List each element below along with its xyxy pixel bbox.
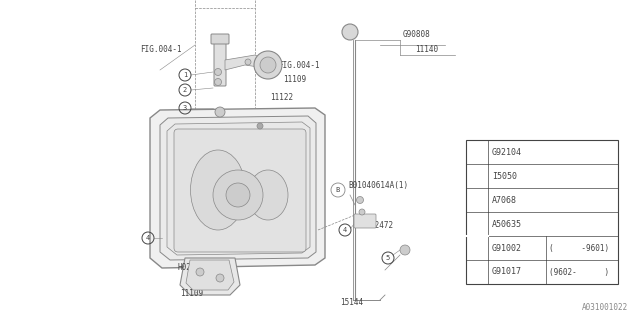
Polygon shape	[150, 108, 325, 268]
Text: 1: 1	[183, 72, 187, 78]
Text: 5: 5	[386, 255, 390, 261]
Text: 11122: 11122	[270, 93, 293, 102]
Text: A031001022: A031001022	[582, 303, 628, 312]
Text: H02001: H02001	[177, 263, 205, 272]
Polygon shape	[167, 122, 310, 255]
Circle shape	[214, 78, 221, 85]
Text: 22472: 22472	[370, 221, 393, 230]
Polygon shape	[225, 55, 270, 70]
FancyBboxPatch shape	[174, 129, 306, 252]
Text: A7068: A7068	[492, 196, 517, 204]
Circle shape	[214, 68, 221, 76]
Text: G91017: G91017	[492, 268, 522, 276]
Text: 4: 4	[146, 235, 150, 241]
Circle shape	[215, 107, 225, 117]
Text: 1: 1	[475, 148, 479, 156]
Text: 11109: 11109	[180, 289, 203, 298]
Text: G92104: G92104	[492, 148, 522, 156]
Text: 2: 2	[183, 87, 187, 93]
Polygon shape	[160, 116, 316, 260]
Text: A50635: A50635	[492, 220, 522, 228]
Circle shape	[254, 51, 282, 79]
Text: 15144: 15144	[340, 298, 363, 307]
Text: 4: 4	[475, 220, 479, 228]
FancyBboxPatch shape	[354, 214, 376, 228]
Circle shape	[257, 123, 263, 129]
Ellipse shape	[248, 170, 288, 220]
Circle shape	[196, 268, 204, 276]
Text: 3: 3	[475, 196, 479, 204]
Text: (      -9601): ( -9601)	[549, 244, 609, 252]
Text: 4: 4	[343, 227, 347, 233]
Circle shape	[213, 170, 263, 220]
Text: G91002: G91002	[492, 244, 522, 252]
Text: 11109: 11109	[283, 75, 306, 84]
FancyBboxPatch shape	[211, 34, 229, 44]
Text: 5: 5	[475, 244, 479, 252]
Text: FIG.004-1: FIG.004-1	[140, 45, 182, 54]
Bar	[466, 140, 618, 284]
Text: 11140: 11140	[415, 45, 438, 54]
Circle shape	[245, 59, 251, 65]
Polygon shape	[180, 258, 240, 295]
Text: G90808: G90808	[403, 30, 431, 39]
Circle shape	[400, 245, 410, 255]
Text: FIG.004-1: FIG.004-1	[278, 61, 319, 70]
Ellipse shape	[191, 150, 246, 230]
Text: B: B	[336, 187, 340, 193]
Circle shape	[226, 183, 250, 207]
Text: (9602-      ): (9602- )	[549, 268, 609, 276]
Text: I5050: I5050	[492, 172, 517, 180]
Polygon shape	[186, 260, 234, 290]
Circle shape	[216, 274, 224, 282]
FancyBboxPatch shape	[214, 39, 226, 86]
Text: 3: 3	[183, 105, 187, 111]
Circle shape	[359, 209, 365, 215]
Circle shape	[260, 57, 276, 73]
Circle shape	[356, 196, 364, 204]
Circle shape	[342, 24, 358, 40]
Text: 2: 2	[475, 172, 479, 180]
Text: B01040614A(1): B01040614A(1)	[348, 181, 408, 190]
Text: 11126: 11126	[188, 275, 211, 284]
